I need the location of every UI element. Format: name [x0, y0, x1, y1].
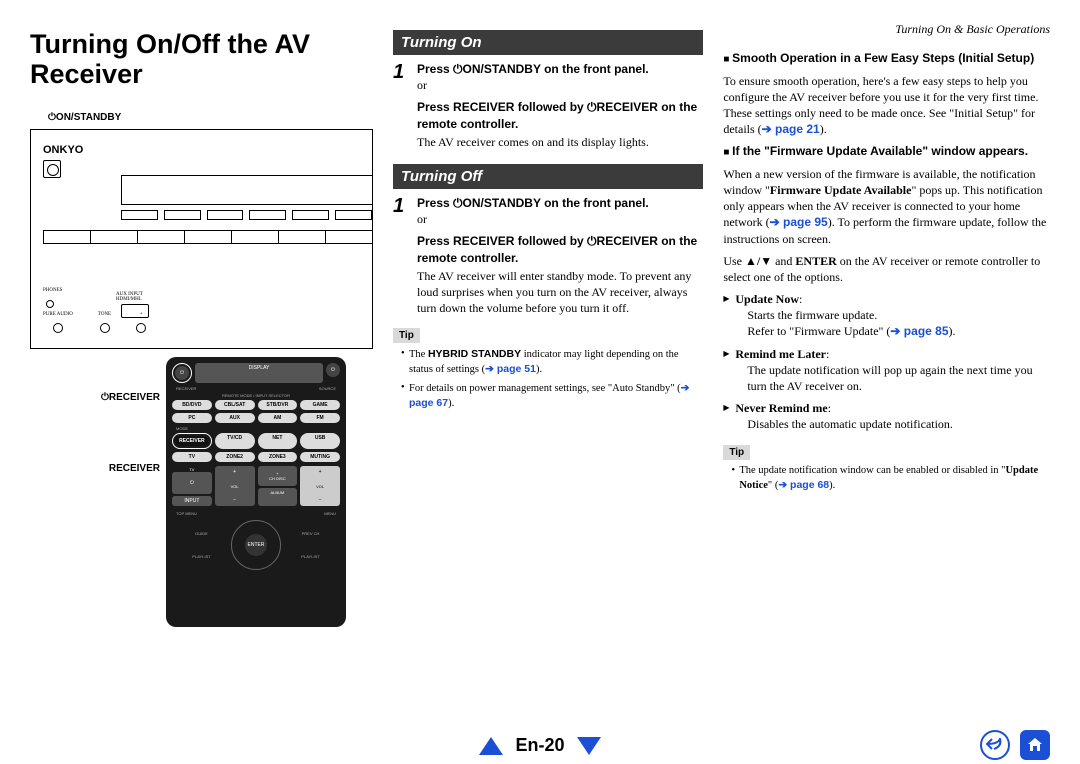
page-footer: En-20 [0, 735, 1080, 756]
receiver-power-label: RECEIVER [109, 392, 160, 403]
tip-label: Tip [393, 328, 420, 343]
page-85-link[interactable]: ➔ page 85 [890, 324, 948, 338]
remote-pointer-labels: RECEIVER RECEIVER [30, 357, 160, 534]
remote-muting: MUTING [300, 452, 340, 462]
button-row-2 [43, 230, 372, 244]
remote-album: ALBUM [258, 488, 298, 506]
remote-aux: AUX [215, 413, 255, 423]
remote-display-btn: DISPLAY [195, 363, 323, 383]
step-on-text-b: Press RECEIVER followed by ⏻RECEIVER on … [417, 99, 703, 131]
remote-tv: TV [172, 452, 212, 462]
step-number: 1 [393, 61, 411, 150]
remote-input: INPUT [172, 496, 212, 506]
column-left: Turning On/Off the AV Receiver ON/STANDB… [30, 30, 373, 754]
receiver-front-diagram: ONKYO PURE AUDIO TONE + AUX INPUTHDMI/MH… [30, 129, 373, 349]
firmware-body-2: Use ▲/▼ and ENTER on the AV receiver or … [723, 253, 1050, 285]
back-icon[interactable] [980, 730, 1010, 760]
remote-net: NET [258, 433, 298, 449]
page-68-link[interactable]: ➔ page 68 [778, 479, 829, 491]
tip-item-1: The HYBRID STANDBY indicator may light d… [401, 347, 703, 377]
remote-playlist-l: PLAYLIST [172, 554, 231, 559]
tip-list: The HYBRID STANDBY indicator may light d… [393, 347, 703, 411]
remote-enter: ENTER [245, 534, 267, 556]
step-off-text-b: Press RECEIVER followed by ⏻RECEIVER on … [417, 233, 703, 265]
remote-source-power: ⏻ [326, 363, 340, 377]
prev-page-icon[interactable] [479, 737, 503, 755]
remote-nav-pad: ENTER [231, 520, 281, 570]
page-95-link[interactable]: ➔ page 95 [770, 215, 828, 229]
firmware-body-1: When a new version of the firmware is av… [723, 166, 1050, 247]
tip-item-2: For details on power management settings… [401, 381, 703, 411]
standby-button-diagram [43, 160, 61, 178]
next-page-icon[interactable] [577, 737, 601, 755]
step-off-body: The AV receiver will enter standby mode.… [417, 268, 703, 317]
hdmi-label: AUX INPUTHDMI/MHL [116, 292, 143, 302]
column-right: Smooth Operation in a Few Easy Steps (In… [723, 30, 1050, 754]
on-standby-label: ON/STANDBY [48, 112, 121, 123]
step-on-body: The AV receiver comes on and its display… [417, 134, 703, 150]
remote-pc: PC [172, 413, 212, 423]
option-update-now: Update Now: Starts the firmware update. … [723, 291, 1050, 340]
remote-mode-label: MODE [172, 426, 340, 431]
remote-tvcd: TV/CD [215, 433, 255, 449]
option-remind-later: Remind me Later: The update notification… [723, 346, 1050, 395]
step-off-text-a: Press ⏻ON/STANDBY on the front panel. [417, 195, 703, 211]
turning-off-header: Turning Off [393, 164, 703, 189]
remote-receiver-mode: RECEIVER [175, 436, 209, 446]
smooth-operation-header: Smooth Operation in a Few Easy Steps (In… [723, 50, 1050, 67]
step-1-on: 1 Press ⏻ON/STANDBY on the front panel. … [393, 61, 703, 150]
remote-receiver-power: ⏻ [175, 366, 189, 380]
tip-list-col3: The update notification window can be en… [723, 464, 1050, 493]
display-panel [121, 175, 372, 205]
manual-page: Turning On/Off the AV Receiver ON/STANDB… [0, 0, 1080, 764]
step-1-off: 1 Press ⏻ON/STANDBY on the front panel. … [393, 195, 703, 316]
remote-playlist-r: PLAYLIST [281, 554, 340, 559]
remote-prevch: PREV CH [281, 531, 340, 536]
remote-stbdvr: STB/DVR [258, 400, 298, 410]
firmware-header: If the "Firmware Update Available" windo… [723, 143, 1050, 160]
button-row-1 [121, 210, 372, 220]
step-number-off: 1 [393, 195, 411, 316]
receiver-mode-label: RECEIVER [30, 463, 160, 474]
remote-receiver-text: RECEIVER [176, 386, 196, 391]
step-on-or: or [417, 77, 703, 93]
brand-logo: ONKYO [43, 144, 83, 156]
step-on-text-a: Press ⏻ON/STANDBY on the front panel. [417, 61, 703, 77]
tip-update-notice: The update notification window can be en… [731, 464, 1050, 493]
remote-area: RECEIVER RECEIVER ⏻ DISPLAY ⏻ RECEIVER S… [30, 357, 373, 627]
remote-zone3: ZONE3 [258, 452, 298, 462]
column-middle: Turning On 1 Press ⏻ON/STANDBY on the fr… [393, 30, 703, 754]
remote-usb: USB [300, 433, 340, 449]
remote-guide: GUIDE [172, 531, 231, 536]
option-never-remind: Never Remind me: Disables the automatic … [723, 400, 1050, 432]
page-number: En-20 [515, 735, 564, 756]
page-title: Turning On/Off the AV Receiver [30, 30, 373, 89]
footer-nav-icons [980, 730, 1050, 760]
remote-topmenu: TOP MENU [176, 511, 197, 516]
page-51-link[interactable]: ➔ page 51 [485, 363, 536, 375]
remote-bddvd: BD/DVD [172, 400, 212, 410]
remote-menu: MENU [324, 511, 336, 516]
page-21-link[interactable]: ➔ page 21 [762, 122, 820, 136]
remote-cblsat: CBL/SAT [215, 400, 255, 410]
remote-am: AM [258, 413, 298, 423]
hdmi-port [121, 304, 149, 318]
remote-game: GAME [300, 400, 340, 410]
tip-label-col3: Tip [723, 445, 750, 460]
smooth-operation-body: To ensure smooth operation, here's a few… [723, 73, 1050, 138]
turning-on-header: Turning On [393, 30, 703, 55]
standby-label-wrapper: ON/STANDBY [48, 107, 373, 125]
remote-controller-diagram: ⏻ DISPLAY ⏻ RECEIVER SOURCE REMOTE MODE … [166, 357, 346, 627]
step-off-or: or [417, 211, 703, 227]
remote-fm: FM [300, 413, 340, 423]
remote-source-text: SOURCE [319, 386, 336, 391]
remote-mode-section: REMOTE MODE / INPUT SELECTOR [172, 393, 340, 398]
remote-zone2: ZONE2 [215, 452, 255, 462]
home-icon[interactable] [1020, 730, 1050, 760]
